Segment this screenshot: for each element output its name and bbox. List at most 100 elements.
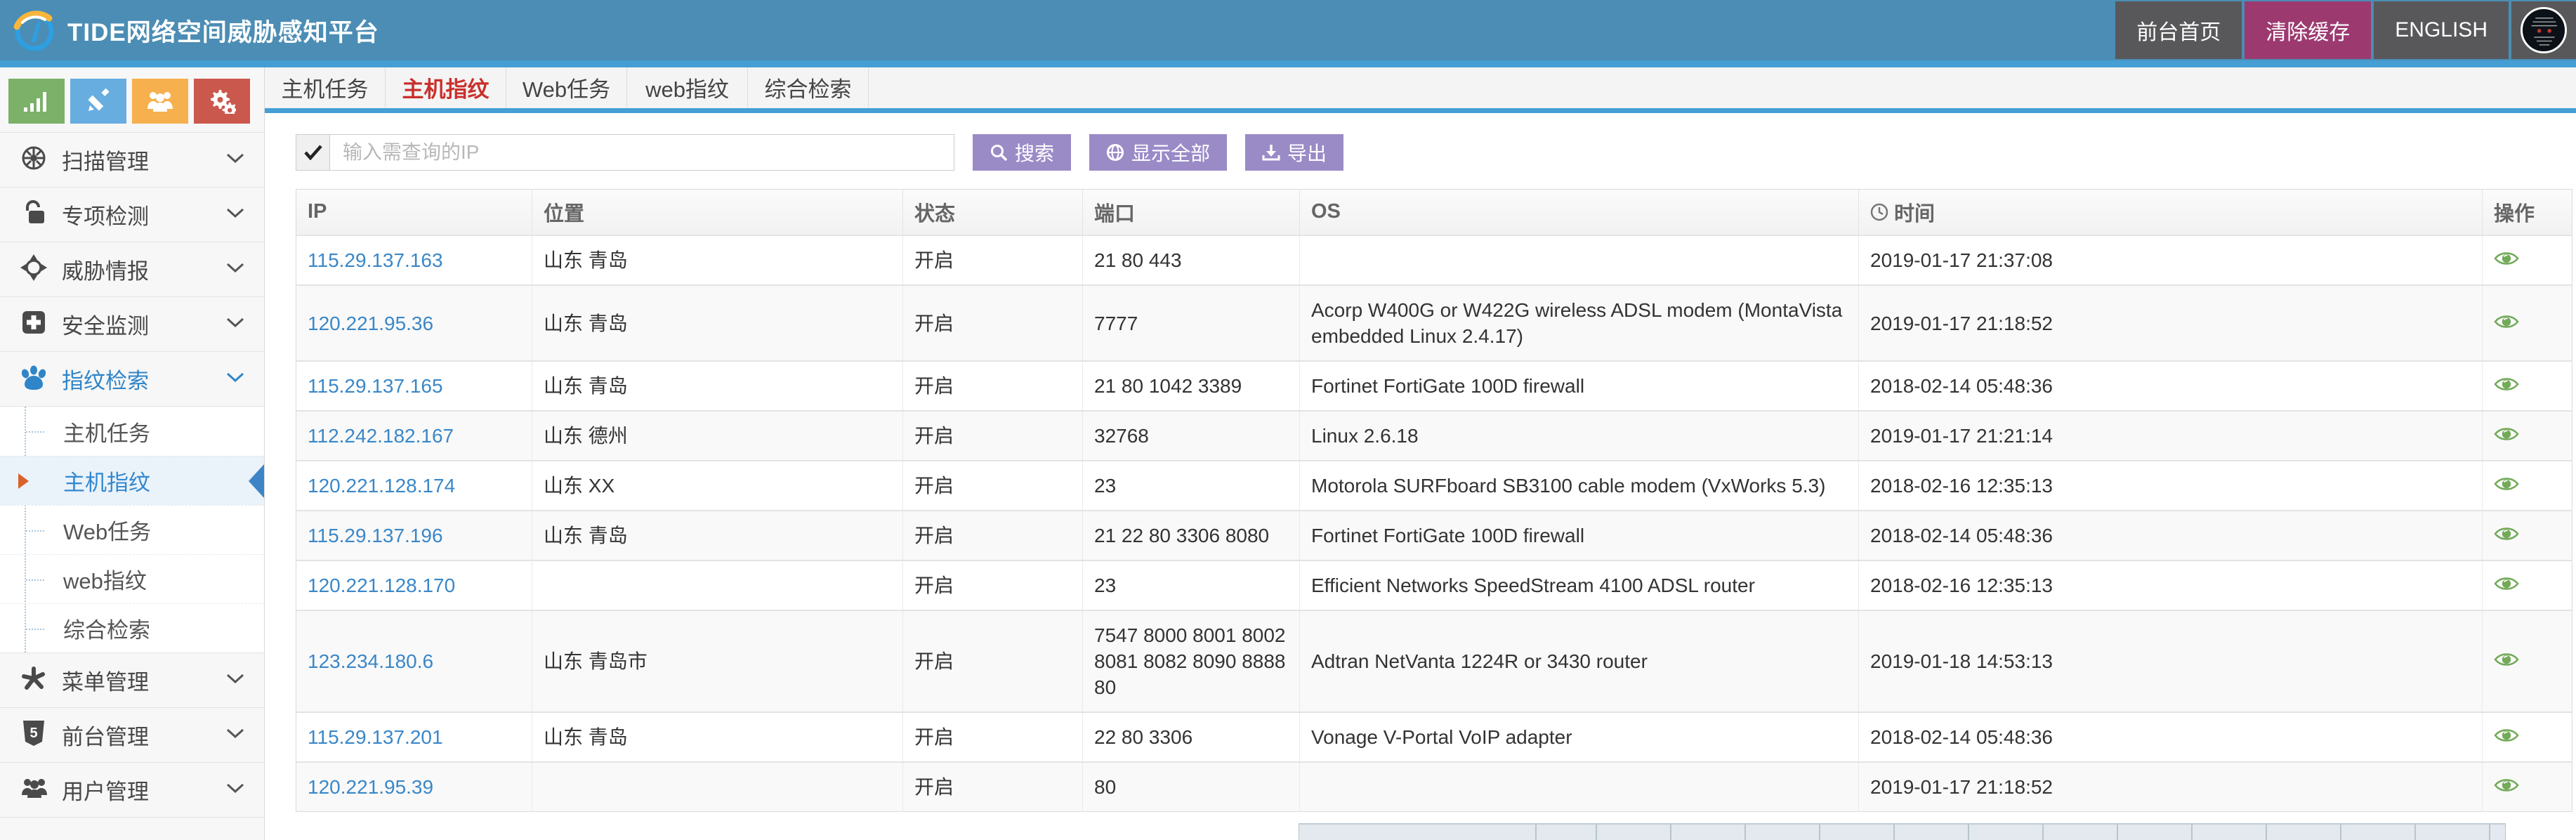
tab-host-task[interactable]: 主机任务 [265,67,386,108]
shortcut-settings-button[interactable] [194,79,250,124]
view-detail-button[interactable] [2494,250,2519,267]
sidebar-item-threat-intel[interactable]: 威胁情报 [0,242,264,296]
ip-link[interactable]: 112.242.182.167 [308,425,454,447]
cell-ip: 120.221.95.36 [296,284,532,361]
avatar-container [2511,1,2576,59]
clock-icon [1870,203,1888,221]
clear-cache-button[interactable]: 清除缓存 [2245,1,2372,59]
ip-link[interactable]: 115.29.137.165 [308,375,443,397]
ip-search-input[interactable] [329,133,954,171]
view-detail-button[interactable] [2494,475,2519,492]
eye-icon [2494,779,2519,792]
col-header-os: OS [1299,189,1859,236]
export-button[interactable]: 导出 [1245,133,1344,171]
ip-link[interactable]: 123.234.180.6 [308,650,434,672]
cell-os: Adtran NetVanta 1224R or 3430 router [1299,610,1859,712]
tab-host-fingerprint[interactable]: 主机指纹 [386,67,506,108]
chevron-down-icon [226,674,244,687]
table-row: 120.221.95.39 开启 80 2019-01-17 21:18:52 [296,761,2572,812]
cell-os [1299,761,1859,812]
ip-link[interactable]: 120.221.128.170 [308,575,456,596]
cell-status: 开启 [902,711,1083,762]
view-detail-button[interactable] [2494,727,2519,744]
chevron-down-icon [226,153,244,166]
table-row: 123.234.180.6 山东 青岛市 开启 7547 8000 8001 8… [296,610,2572,712]
ip-link[interactable]: 120.221.95.36 [308,312,434,334]
sidebar-subitem-label: 主机指纹 [63,471,150,495]
sidebar-item-scan-management[interactable]: 扫描管理 [0,132,264,187]
ip-link[interactable]: 120.221.128.174 [308,475,456,497]
cell-location [532,761,903,812]
chevron-down-icon [226,783,244,796]
eye-icon [2494,478,2519,490]
cell-status: 开启 [902,761,1083,812]
sidebar-item-menu-management[interactable]: 菜单管理 [0,652,264,707]
sidebar-item-label: 威胁情报 [62,259,149,284]
search-toolbar: 搜索 显示全部 导出 [296,133,2572,171]
app-header: TIDE网络空间威胁感知平台 前台首页 清除缓存 ENGLISH [0,0,2576,60]
ip-link[interactable]: 115.29.137.196 [308,525,443,546]
tab-combined-search[interactable]: 综合检索 [748,67,869,108]
shortcut-edit-button[interactable] [70,79,126,124]
cell-ports: 23 [1082,560,1300,610]
checkmark-icon [303,145,322,160]
cell-status: 开启 [902,360,1083,411]
pencil-icon [88,88,110,111]
shortcut-users-button[interactable] [132,79,188,124]
cell-actions [2482,711,2572,762]
sidebar-item-label: 指纹检索 [62,369,149,393]
shortcut-stats-button[interactable] [8,79,65,124]
search-checkbox[interactable] [296,133,329,171]
wheel-icon [20,145,48,175]
ip-link[interactable]: 115.29.137.201 [308,726,443,748]
view-detail-button[interactable] [2494,376,2519,393]
view-detail-button[interactable] [2494,313,2519,330]
sidebar-item-host-task[interactable]: 主机任务 [0,407,264,456]
sidebar-item-frontend-management[interactable]: 5 前台管理 [0,707,264,762]
english-button[interactable]: ENGLISH [2374,1,2509,59]
page-title: TIDE网络空间威胁感知平台 [67,18,379,46]
sidebar-subitem-label: 主机任务 [63,421,150,446]
cell-location: 山东 青岛 [532,510,903,560]
view-detail-button[interactable] [2494,575,2519,592]
cell-ip: 115.29.137.201 [296,711,532,762]
eye-icon [2494,527,2519,540]
ip-link[interactable]: 120.221.95.39 [308,776,434,798]
sidebar-item-special-detection[interactable]: 专项检测 [0,187,264,242]
sidebar-item-host-fingerprint[interactable]: 主机指纹 [0,456,264,505]
search-button-label: 搜索 [1015,142,1055,164]
cell-ip: 115.29.137.165 [296,360,532,411]
cell-time: 2019-01-17 21:18:52 [1858,761,2483,812]
tree-connector [26,628,44,630]
sidebar-item-combined-search[interactable]: 综合检索 [0,603,264,652]
view-detail-button[interactable] [2494,426,2519,442]
cell-location: 山东 青岛 [532,235,903,285]
table-row: 115.29.137.196 山东 青岛 开启 21 22 80 3306 80… [296,510,2572,560]
sidebar-item-label: 专项检测 [62,204,149,229]
ip-link[interactable]: 115.29.137.163 [308,249,443,271]
table-row: 120.221.95.36 山东 青岛 开启 7777 Acorp W400G … [296,284,2572,361]
sidebar-item-security-monitoring[interactable]: 安全监测 [0,296,264,351]
sidebar-item-web-task[interactable]: Web任务 [0,505,264,554]
show-all-button[interactable]: 显示全部 [1089,133,1228,171]
front-home-button[interactable]: 前台首页 [2115,1,2242,59]
view-detail-button[interactable] [2494,525,2519,542]
chevron-down-icon [226,728,244,742]
avatar[interactable] [2521,7,2567,53]
main-area: 主机任务 主机指纹 Web任务 web指纹 综合检索 [265,67,2576,840]
cell-time: 2019-01-17 21:18:52 [1858,284,2483,361]
view-detail-button[interactable] [2494,651,2519,668]
cell-ports: 21 80 1042 3389 [1082,360,1300,411]
tab-web-task[interactable]: Web任务 [506,67,627,108]
cell-actions [2482,235,2572,285]
sidebar-item-fingerprint-search[interactable]: 指纹检索 [0,351,264,406]
sidebar-item-web-fingerprint[interactable]: web指纹 [0,554,264,603]
search-button[interactable]: 搜索 [973,133,1072,171]
pagination-bar-partial[interactable] [1299,823,2506,840]
sidebar-item-user-management[interactable]: 用户管理 [0,762,264,817]
tab-web-fingerprint[interactable]: web指纹 [627,67,748,108]
eye-icon [2494,378,2519,391]
table-body: 115.29.137.163 山东 青岛 开启 21 80 443 2019-0… [296,235,2572,812]
sidebar-shortcuts [0,67,264,132]
view-detail-button[interactable] [2494,777,2519,794]
